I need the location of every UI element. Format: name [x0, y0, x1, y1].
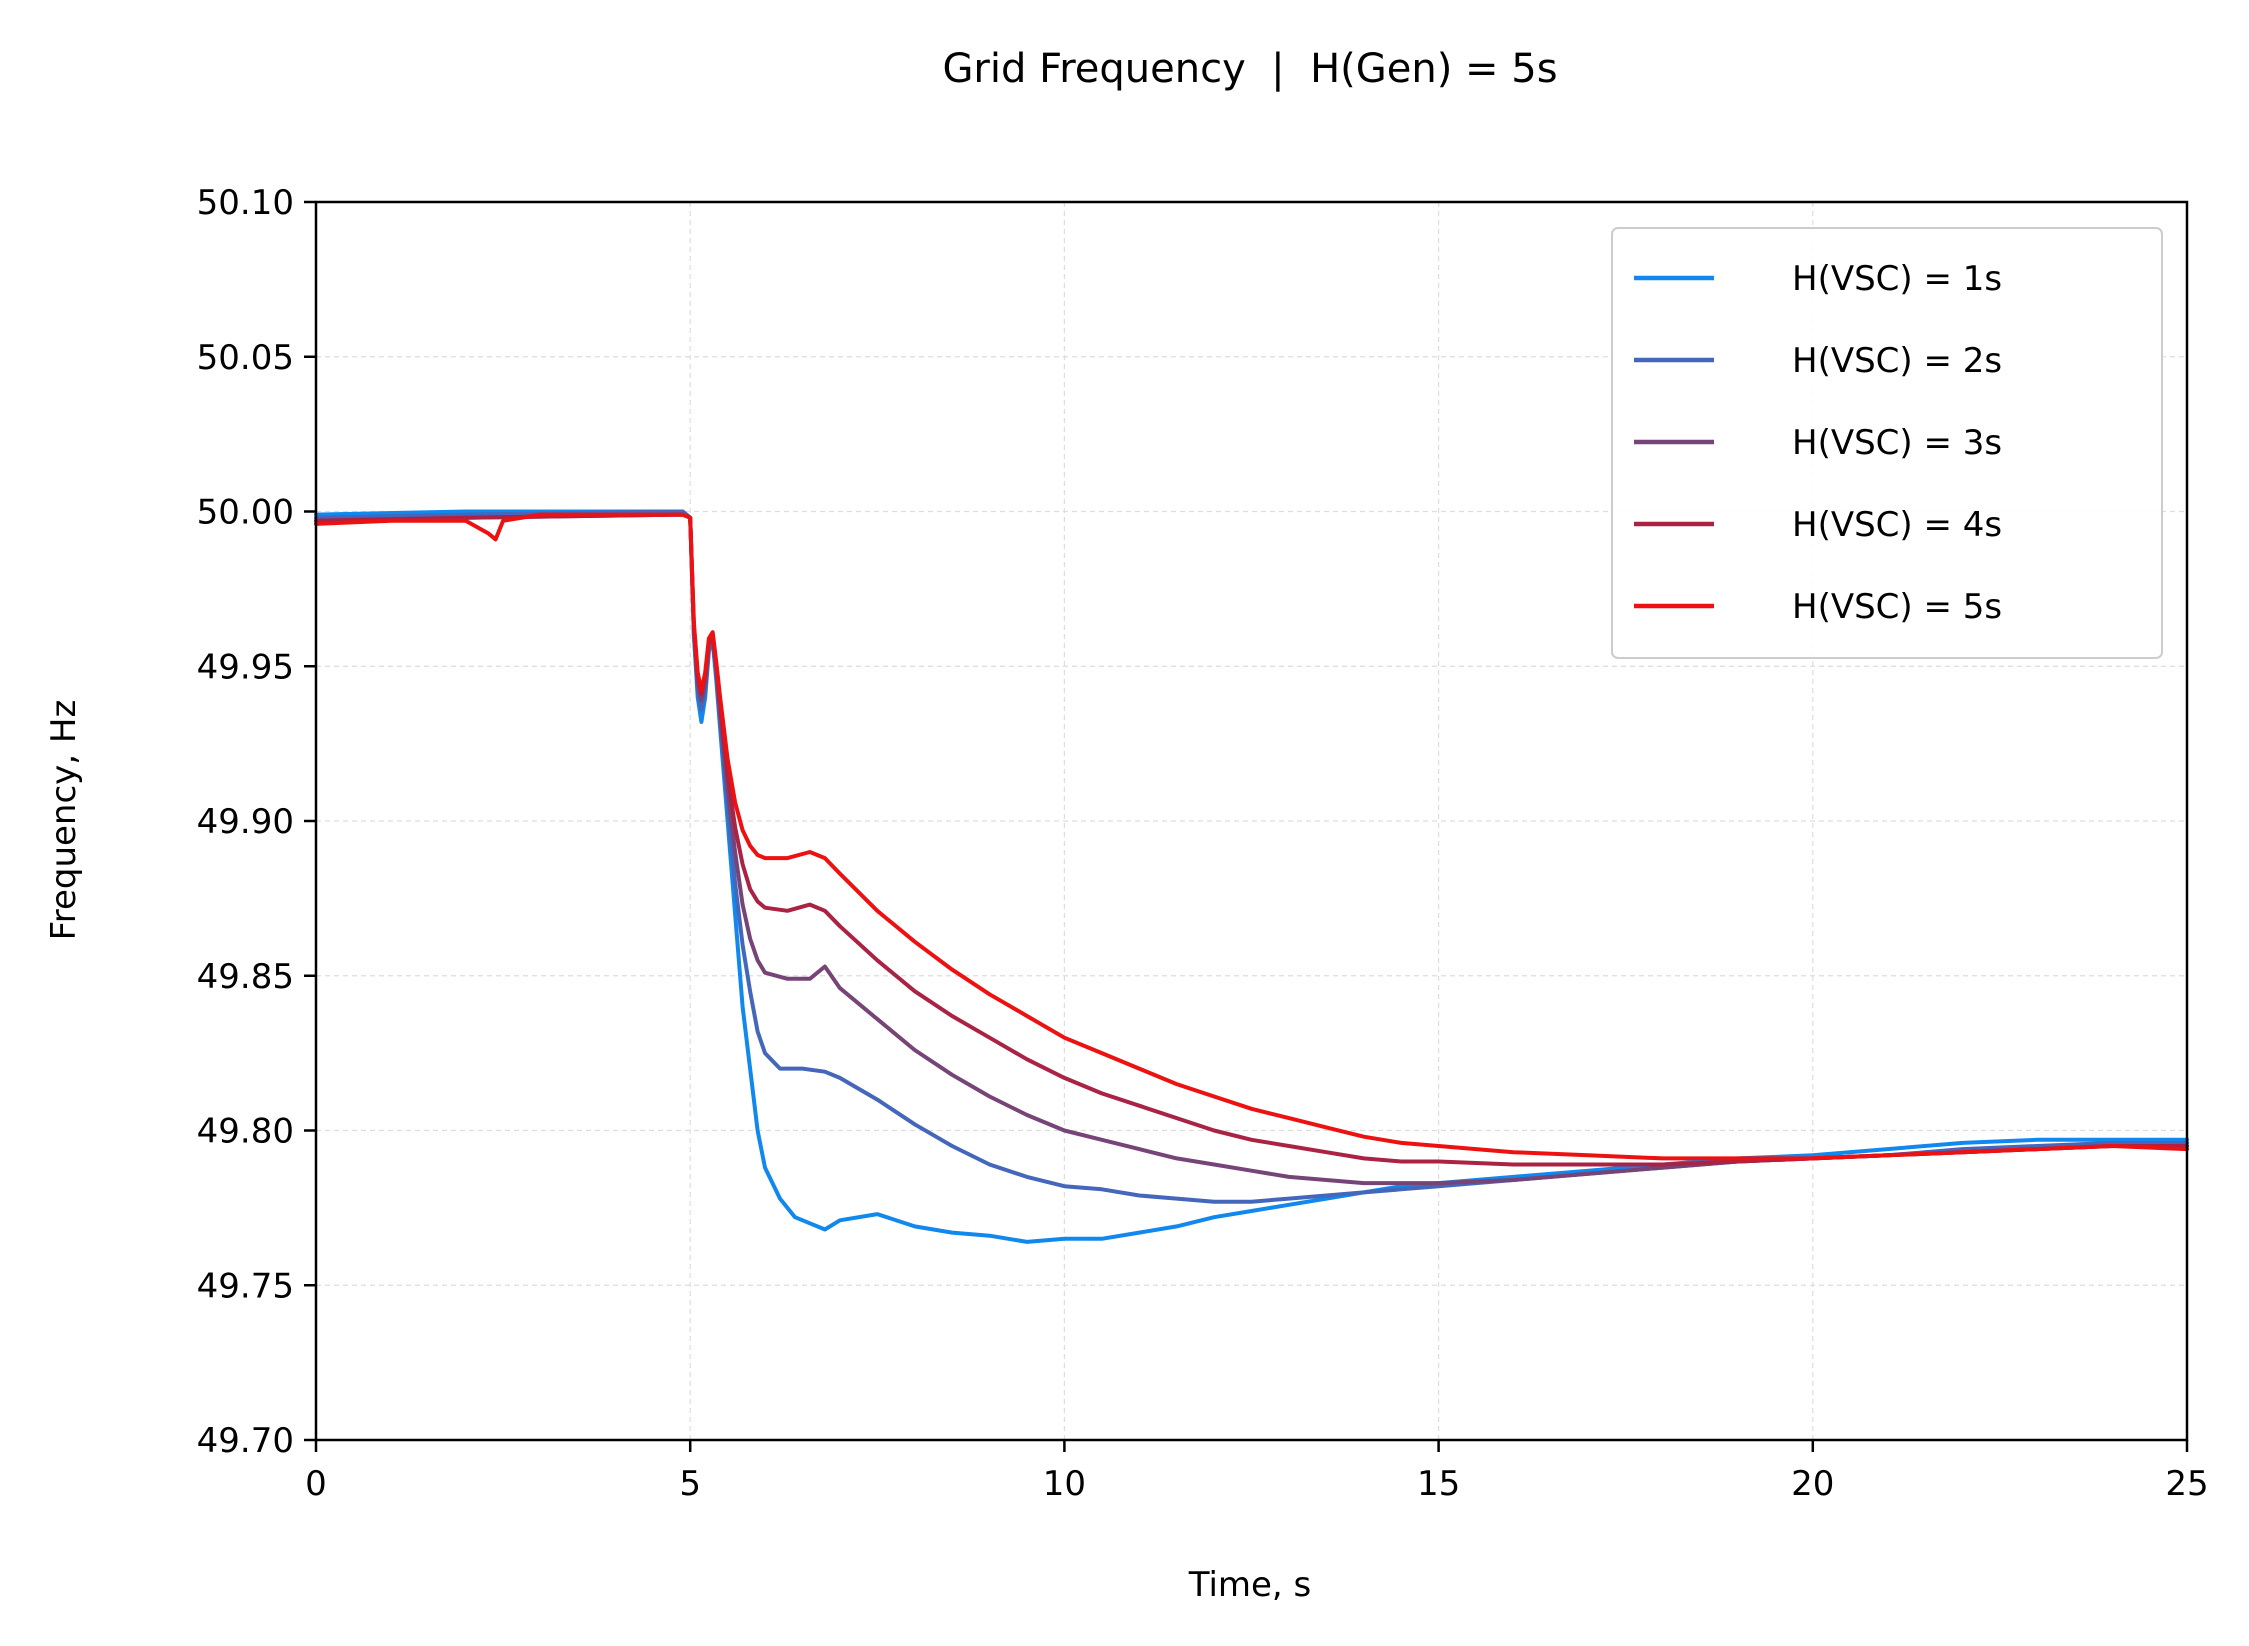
x-axis: 0 5 10 15 20 25: [305, 1440, 2209, 1504]
series-line-h-vsc-5s: [314, 512, 2189, 1161]
y-tick-label: 49.95: [197, 647, 294, 687]
y-axis: 49.70 49.75 49.80 49.85 49.90 49.95 50.00 50.05…: [197, 183, 316, 1461]
x-tick-label: 0: [305, 1464, 327, 1504]
legend-label: H(VSC) = 5s: [1792, 587, 2002, 627]
y-axis-label: Frequency, Hz: [44, 700, 84, 941]
x-tick-label: 20: [1791, 1464, 1834, 1504]
x-tick-label: 15: [1417, 1464, 1460, 1504]
x-axis-label: Time, s: [1188, 1565, 1312, 1605]
y-tick-label: 50.05: [197, 338, 294, 378]
series-lines: [314, 509, 2189, 1244]
legend-label: H(VSC) = 1s: [1792, 259, 2002, 299]
chart-title: Grid Frequency | H(Gen) = 5s: [942, 46, 1557, 92]
legend-label: H(VSC) = 3s: [1792, 423, 2002, 463]
legend-label: H(VSC) = 4s: [1792, 505, 2002, 545]
x-tick-label: 25: [2165, 1464, 2208, 1504]
y-tick-label: 50.10: [197, 183, 294, 223]
y-tick-label: 49.80: [197, 1112, 294, 1152]
y-tick-label: 49.70: [197, 1421, 294, 1461]
y-tick-label: 49.85: [197, 957, 294, 997]
legend-label: H(VSC) = 2s: [1792, 341, 2002, 381]
x-tick-label: 5: [679, 1464, 701, 1504]
legend-box: [1611, 227, 2163, 659]
y-tick-label: 49.75: [197, 1266, 294, 1306]
y-tick-label: 49.90: [197, 802, 294, 842]
x-tick-label: 10: [1043, 1464, 1086, 1504]
y-tick-label: 50.00: [197, 493, 294, 533]
legend: H(VSC) = 1s H(VSC) = 2s H(VSC) = 3s H(VSC) …: [1611, 227, 2163, 659]
